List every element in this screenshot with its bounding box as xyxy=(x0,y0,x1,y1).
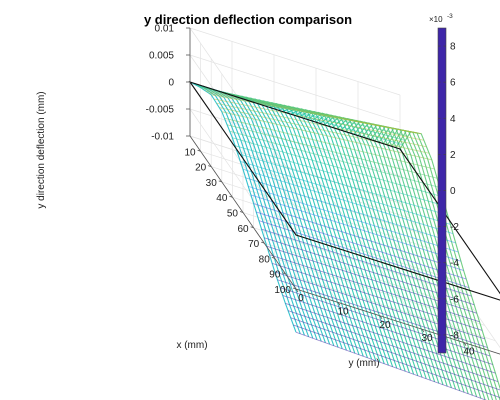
y-tick-label: 40 xyxy=(463,347,475,358)
x-tick-label: 10 xyxy=(184,147,196,158)
y-tick-mark xyxy=(421,328,425,333)
grid-line xyxy=(189,27,401,96)
grid-line xyxy=(357,189,465,343)
x-tick-mark xyxy=(292,287,297,290)
deflection-surface xyxy=(189,81,500,400)
surface-mesh-line xyxy=(245,177,456,244)
chart-title: y direction deflection comparison xyxy=(144,12,352,27)
surface-mesh-line xyxy=(224,117,435,170)
x-tick-label: 90 xyxy=(269,270,281,281)
colorbar-ticks: 8 6 4 2 0 -2 -4 -6 -8 xyxy=(438,42,459,341)
x-tick-mark xyxy=(261,241,265,244)
z-tick-label: 0 xyxy=(168,78,174,89)
x-tick-label: 50 xyxy=(227,209,239,220)
surface-mesh-line xyxy=(287,310,499,383)
surface-mesh-line xyxy=(234,145,446,207)
colorbar-tick-label: -8 xyxy=(450,330,459,341)
y-tick-mark xyxy=(337,302,341,306)
z-tick-label: -0.01 xyxy=(151,132,174,143)
y-axis-line xyxy=(295,288,500,355)
x-tick-label: 30 xyxy=(206,178,218,189)
x-tick-mark xyxy=(218,180,222,183)
surface-mesh-line xyxy=(219,107,430,154)
colorbar-tick-label: -2 xyxy=(450,222,459,233)
surface-mesh-line xyxy=(240,161,451,225)
surface-mesh-line xyxy=(232,137,443,198)
x-axis-label: x (mm) xyxy=(176,340,207,351)
x-tick-mark xyxy=(250,226,254,229)
y-axis-label: y (mm) xyxy=(348,358,379,369)
surface-mesh-line xyxy=(237,153,448,216)
x-tick-mark xyxy=(239,211,244,213)
x-tick-label: 70 xyxy=(248,239,260,250)
tick-labels: 102030405060708090100010203040500.010.00… xyxy=(146,24,475,358)
x-tick-label: 20 xyxy=(195,163,207,174)
surface-mesh-line xyxy=(250,194,462,262)
y-tick-label: 0 xyxy=(298,293,304,304)
colorbar: ×10 -3 8 6 4 2 0 -2 -4 -6 -8 xyxy=(429,13,459,354)
colorbar-tick-label: -4 xyxy=(450,258,459,269)
surface-mesh-line xyxy=(261,228,472,297)
x-tick-mark xyxy=(282,272,286,275)
grid-line xyxy=(399,202,500,348)
y-tick-mark xyxy=(295,288,299,293)
x-tick-mark xyxy=(208,165,212,167)
x-tick-mark xyxy=(271,257,275,259)
colorbar-tick-label: 4 xyxy=(450,114,456,125)
surface-mesh-line xyxy=(290,317,500,391)
surface-mesh-line xyxy=(279,287,491,357)
grid-line xyxy=(189,135,401,204)
surface-mesh-line xyxy=(272,262,483,331)
x-tick-label: 60 xyxy=(237,224,249,235)
colorbar-exponent-base: ×10 xyxy=(429,15,443,24)
colorbar-tick-label: 0 xyxy=(450,186,456,197)
surface-mesh-line xyxy=(295,331,487,400)
colorbar-tick-label: -6 xyxy=(450,294,459,305)
grid-line xyxy=(200,150,411,219)
surface-mesh-line xyxy=(211,94,422,135)
y-tick-mark xyxy=(379,315,383,320)
z-axis-label: y direction deflection (mm) xyxy=(36,91,47,208)
surface-mesh-line xyxy=(221,111,432,161)
x-tick-label: 80 xyxy=(259,254,271,265)
zero-plane-rectangle xyxy=(188,80,500,301)
grid-line xyxy=(273,162,381,316)
surface-mesh-line xyxy=(248,186,459,253)
z-tick-label: 0.005 xyxy=(149,51,174,62)
x-tick-mark xyxy=(197,149,201,152)
y-tick-label: 20 xyxy=(379,320,391,331)
colorbar-tick-label: 6 xyxy=(450,78,456,89)
colorbar-tick-label: 2 xyxy=(450,150,456,161)
surface-mesh-line xyxy=(229,130,440,188)
surface-mesh-line xyxy=(227,124,438,179)
surface-mesh-line xyxy=(274,271,485,340)
zero-plane-outline xyxy=(188,80,500,301)
y-tick-label: 30 xyxy=(421,333,433,344)
surface-mesh-line xyxy=(253,203,464,271)
x-tick-label: 100 xyxy=(274,285,291,296)
surface-mesh-line xyxy=(242,168,454,234)
grid-line xyxy=(189,54,401,123)
y-tick-mark xyxy=(463,342,467,346)
surface-mesh-line xyxy=(285,303,496,374)
surface-mesh-line xyxy=(256,211,467,280)
x-tick-label: 40 xyxy=(216,193,228,204)
surface-mesh-line xyxy=(277,279,488,348)
surface-mesh-line xyxy=(293,324,500,398)
z-tick-label: 0.01 xyxy=(155,24,175,35)
colorbar-tick-label: 8 xyxy=(450,42,456,53)
y-tick-label: 10 xyxy=(337,306,349,317)
surface-mesh-line xyxy=(216,102,427,148)
surface-mesh-line xyxy=(282,295,493,365)
grid-line xyxy=(231,149,339,303)
colorbar-exponent: -3 xyxy=(447,13,453,20)
z-tick-label: -0.005 xyxy=(146,105,175,116)
surface-mesh-line xyxy=(213,98,424,141)
grid-line xyxy=(315,176,423,330)
x-tick-mark xyxy=(229,195,233,198)
